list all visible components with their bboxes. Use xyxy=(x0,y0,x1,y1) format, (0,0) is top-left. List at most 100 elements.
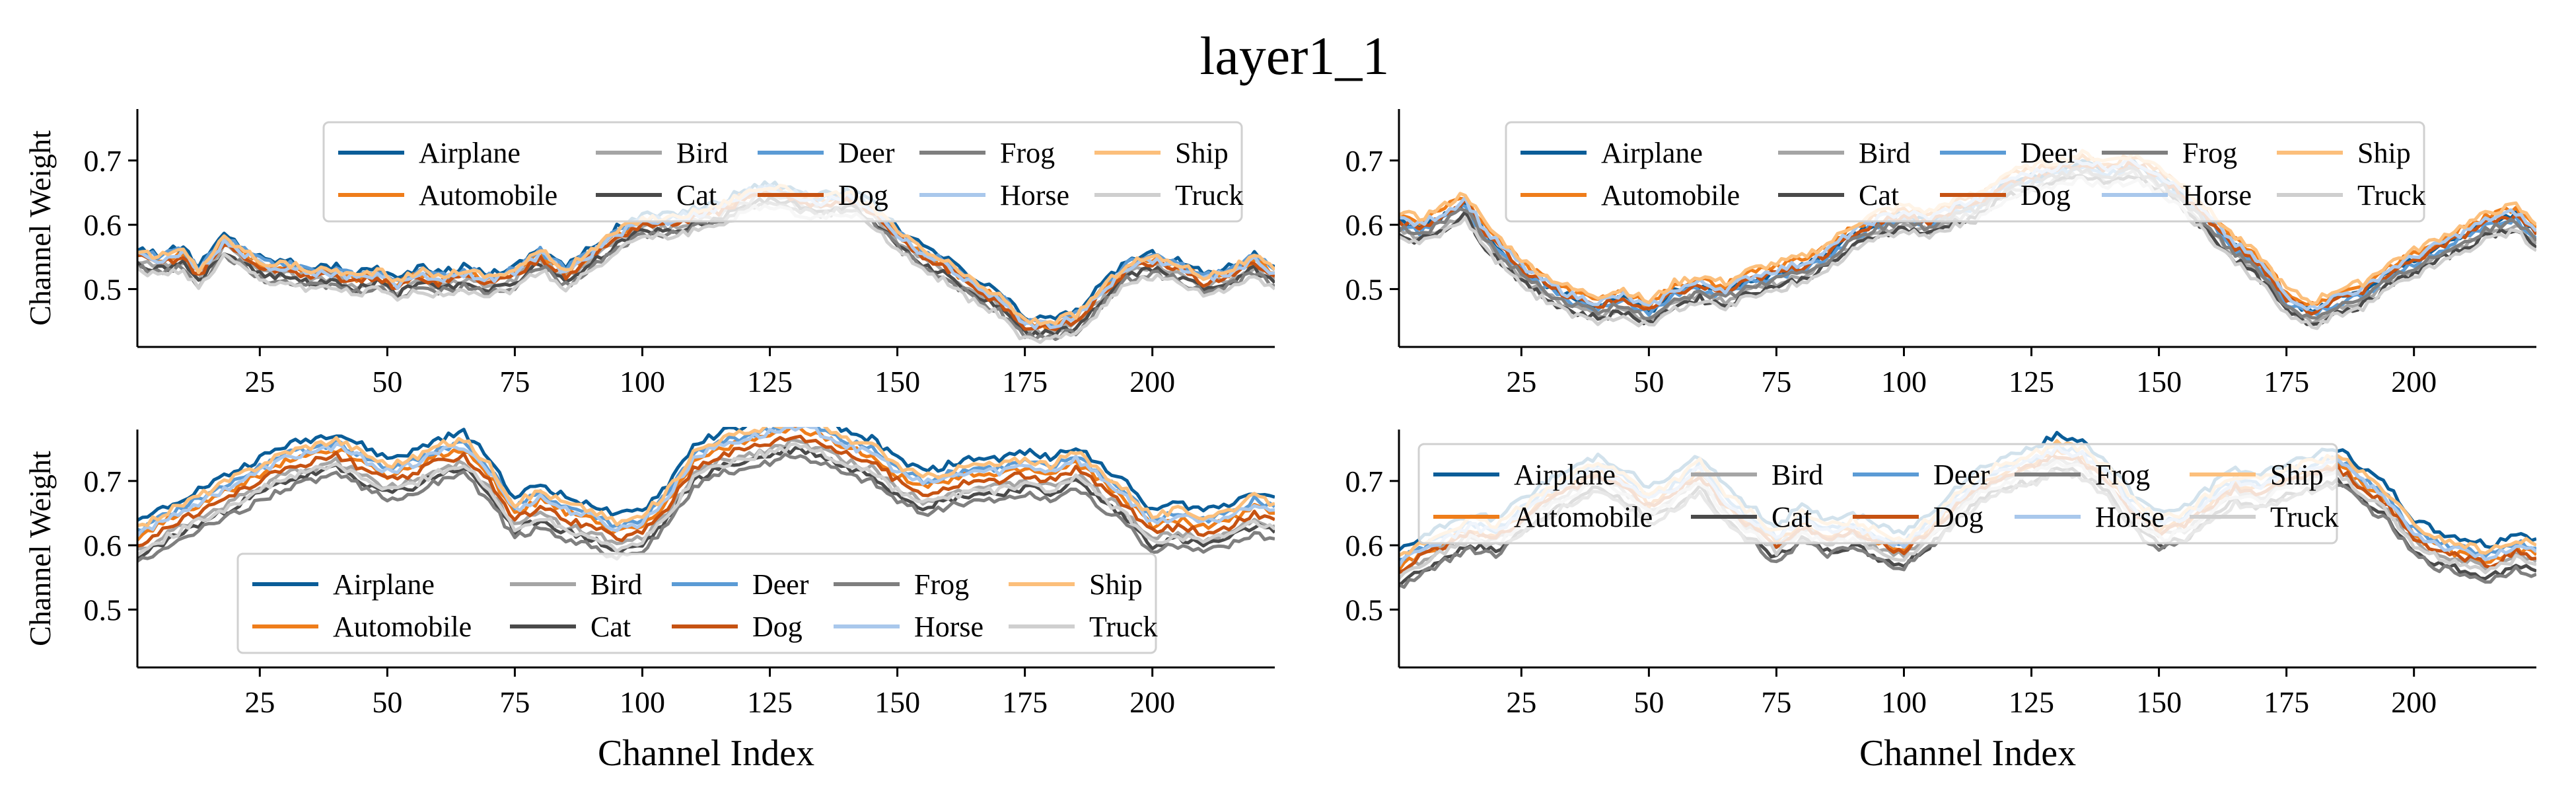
legend-item-bird: Bird xyxy=(1691,459,1823,491)
legend-item-ship: Ship xyxy=(2190,459,2324,491)
legend-label: Horse xyxy=(2182,179,2252,211)
legend-label: Frog xyxy=(914,568,969,601)
y-tick-label: 0.7 xyxy=(1345,465,1384,498)
x-tick-label: 150 xyxy=(2136,685,2182,719)
y-tick-label: 0.7 xyxy=(1345,144,1384,178)
legend-label: Horse xyxy=(1000,179,1069,211)
legend-item-frog: Frog xyxy=(919,137,1055,169)
series-line-airplane xyxy=(137,427,1275,522)
legend-item-automobile: Automobile xyxy=(1521,179,1740,211)
series-line-bird xyxy=(137,438,1275,551)
legend-item-horse: Horse xyxy=(919,179,1069,211)
legend-label: Automobile xyxy=(1601,179,1740,211)
legend-item-dog: Dog xyxy=(1853,501,1984,533)
legend-label: Dog xyxy=(2021,179,2071,211)
legend-label: Truck xyxy=(1175,179,1244,211)
legend-item-deer: Deer xyxy=(1853,459,1990,491)
legend-item-automobile: Automobile xyxy=(252,611,472,643)
legend-item-automobile: Automobile xyxy=(338,179,557,211)
x-axis-label: Channel Index xyxy=(598,733,814,774)
x-tick-label: 150 xyxy=(875,365,920,398)
legend-item-airplane: Airplane xyxy=(252,568,435,601)
legend-item-cat: Cat xyxy=(1691,501,1812,533)
legend-item-deer: Deer xyxy=(758,137,895,169)
x-tick-label: 200 xyxy=(1129,365,1175,398)
x-tick-label: 75 xyxy=(1761,365,1791,398)
legend-item-frog: Frog xyxy=(2015,459,2150,491)
legend-item-cat: Cat xyxy=(1778,179,1899,211)
x-tick-label: 175 xyxy=(1002,685,1048,719)
y-tick-label: 0.5 xyxy=(1345,593,1384,626)
legend-label: Bird xyxy=(676,137,728,169)
x-axis-label: Channel Index xyxy=(1859,733,2076,774)
legend: Airplane Automobile Bird Cat Deer Dog Frog Hors… xyxy=(1505,121,2426,223)
legend-label: Truck xyxy=(2270,501,2339,533)
legend-frame xyxy=(322,121,1243,223)
legend-label: Dog xyxy=(838,179,888,211)
legend-label: Ship xyxy=(2270,459,2324,491)
series-line-ship xyxy=(137,427,1275,527)
legend-item-airplane: Airplane xyxy=(338,137,520,169)
legend-item-truck: Truck xyxy=(1094,179,1244,211)
legend-label: Horse xyxy=(2095,501,2165,533)
series-line-dog xyxy=(137,434,1275,548)
series-line-truck xyxy=(137,204,1275,344)
legend-item-deer: Deer xyxy=(1940,137,2077,169)
legend-label: Deer xyxy=(2021,137,2077,169)
y-axis-label: Channel Weight xyxy=(23,130,57,326)
x-tick-label: 175 xyxy=(2264,685,2309,719)
legend-label: Bird xyxy=(1859,137,1910,169)
legend-item-airplane: Airplane xyxy=(1521,137,1703,169)
legend-frame xyxy=(1505,121,2425,223)
legend-item-frog: Frog xyxy=(834,568,969,601)
legend-item-bird: Bird xyxy=(596,137,728,169)
legend-item-truck: Truck xyxy=(2190,501,2339,533)
x-tick-label: 50 xyxy=(372,365,402,398)
legend-item-horse: Horse xyxy=(2015,501,2165,533)
legend-label: Deer xyxy=(838,137,895,169)
x-tick-label: 150 xyxy=(2136,365,2182,398)
x-tick-label: 200 xyxy=(2391,685,2437,719)
legend-label: Dog xyxy=(1933,501,1984,533)
legend-label: Cat xyxy=(676,179,717,211)
legend-label: Deer xyxy=(1933,459,1990,491)
x-tick-label: 150 xyxy=(875,685,920,719)
legend-label: Bird xyxy=(590,568,642,601)
x-tick-label: 100 xyxy=(1881,685,1927,719)
legend-label: Cat xyxy=(1771,501,1812,533)
legend-item-ship: Ship xyxy=(1094,137,1229,169)
y-tick-label: 0.6 xyxy=(84,208,122,242)
legend-item-dog: Dog xyxy=(758,179,888,211)
y-tick-label: 0.6 xyxy=(1345,529,1384,562)
x-tick-label: 50 xyxy=(1633,365,1664,398)
legend-item-bird: Bird xyxy=(1778,137,1910,169)
y-tick-label: 0.7 xyxy=(84,144,122,178)
panels-group: 25 50 75 100 125 150 175 200 0.5 0.6 0.7 Channel We… xyxy=(23,109,2536,774)
x-tick-label: 25 xyxy=(244,365,275,398)
y-tick-label: 0.6 xyxy=(1345,208,1384,242)
y-tick-label: 0.7 xyxy=(84,465,122,498)
legend-item-deer: Deer xyxy=(672,568,809,601)
legend: Airplane Automobile Bird Cat Deer Dog Frog Hors… xyxy=(1417,443,2339,545)
legend-label: Airplane xyxy=(1514,459,1616,491)
legend-label: Cat xyxy=(1859,179,1899,211)
legend-label: Automobile xyxy=(1514,501,1653,533)
y-tick-label: 0.5 xyxy=(84,593,122,626)
legend-label: Ship xyxy=(1175,137,1229,169)
legend-label: Automobile xyxy=(333,611,472,643)
series-line-frog xyxy=(137,452,1275,563)
y-tick-label: 0.5 xyxy=(84,272,122,306)
panel-top-left: 25 50 75 100 125 150 175 200 0.5 0.6 0.7 Channel We… xyxy=(23,109,1275,398)
legend-label: Bird xyxy=(1771,459,1823,491)
x-tick-label: 200 xyxy=(2391,365,2437,398)
x-tick-label: 200 xyxy=(1129,685,1175,719)
legend-item-ship: Ship xyxy=(1009,568,1143,601)
x-tick-label: 50 xyxy=(372,685,402,719)
x-tick-label: 75 xyxy=(1761,685,1791,719)
legend-item-automobile: Automobile xyxy=(1433,501,1653,533)
legend-item-cat: Cat xyxy=(596,179,717,211)
x-tick-label: 25 xyxy=(1506,365,1536,398)
legend-label: Truck xyxy=(1089,611,1158,643)
legend-label: Ship xyxy=(2357,137,2411,169)
